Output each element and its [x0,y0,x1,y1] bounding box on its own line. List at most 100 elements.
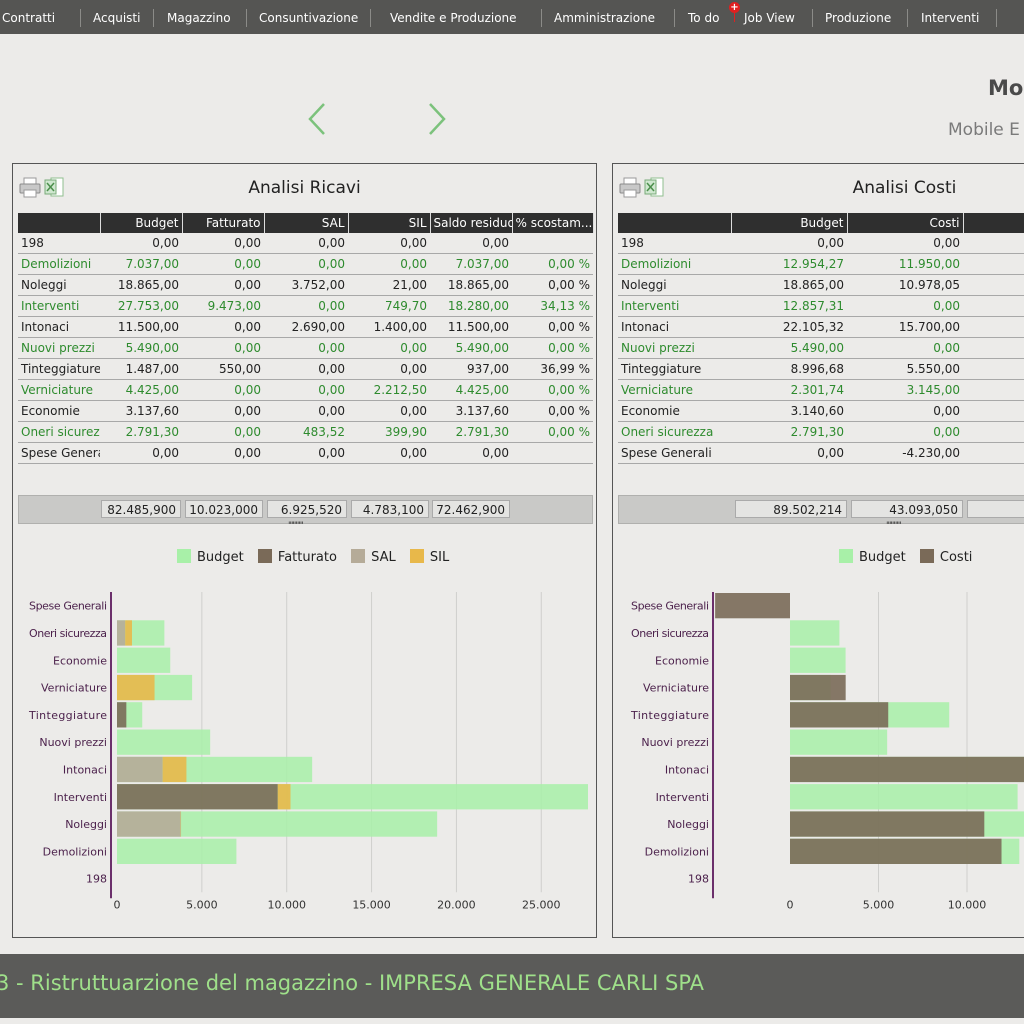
y-category-label: Nuovi prezzi [641,736,709,749]
table-row[interactable]: 198 0,00 0,00 [618,233,1024,254]
column-header[interactable]: Budget [731,213,848,233]
y-category-label: Oneri sicurezza [29,627,107,640]
nav-item-job-view[interactable]: Job View [744,11,795,25]
table-row[interactable]: Verniciature 4.425,00 0,00 0,00 2.212,50 4.42… [18,379,593,401]
table-row[interactable]: Noleggi 18.865,00 0,00 3.752,00 21,00 18.865,… [18,274,593,296]
legend-label: Costi [939,550,973,565]
excel-icon[interactable] [44,176,64,198]
column-header[interactable] [618,213,732,233]
x-tick-label: 0 [787,898,794,911]
nav-divider [541,9,542,27]
nav-item-todo[interactable]: To do [688,11,720,25]
nav-item-vendite-produzione[interactable]: Vendite e Produzione [390,11,517,25]
column-header[interactable]: % scostam... [512,213,594,233]
x-tick-label: 0 [114,898,121,911]
table-cell: 0,00 [264,358,348,380]
table-cell: 3.137,60 [430,400,512,422]
table-cell: Demolizioni [18,253,100,275]
nav-item-magazzino[interactable]: Magazzino [167,11,231,25]
table-cell: 0,00 [348,358,430,380]
table-row[interactable]: 198 0,00 0,00 0,00 0,00 0,00 [18,233,593,254]
column-header[interactable]: Fatturato [182,213,265,233]
table-cell: 0,00 [182,233,264,254]
table-cell: 22.105,32 [731,316,847,338]
resize-grip[interactable]: '''''''''' [886,521,902,531]
table-row[interactable]: Tinteggiature 8.996,68 5.550,00 [618,358,1024,380]
table-cell: 0,00 % [512,379,593,401]
table-row[interactable]: Verniciature 2.301,74 3.145,00 [618,379,1024,401]
table-cell: Verniciature [18,379,100,401]
nav-item-amministrazione[interactable]: Amministrazione [554,11,656,25]
bar-costi [790,674,846,701]
column-header[interactable]: Budget [100,213,183,233]
table-row[interactable]: Oneri sicurezza2.791,300,00483,52399,902… [18,421,593,443]
nav-item-produzione[interactable]: Produzione [825,11,892,25]
nav-item-contratti[interactable]: Contratti [2,11,56,25]
total-saldo: 46 [967,500,1024,518]
table-cell: 483,52 [264,421,348,443]
printer-icon[interactable] [19,176,41,198]
table-cell: 399,90 [348,421,430,443]
resize-grip[interactable]: '''''''''' [288,521,304,531]
nav-item-acquisti[interactable]: Acquisti [93,11,141,25]
table-cell: 0,00 [264,379,348,401]
table-row[interactable]: Demolizioni 7.037,00 0,00 0,00 0,00 7.037,00 0… [18,253,593,275]
column-header[interactable]: SIL [348,213,431,233]
table-cell: 0,00 [731,442,847,464]
table-cell [963,400,1024,422]
y-category-label: 198 [688,873,709,886]
table-header-row: Budget Fatturato SAL SIL Saldo residuo% scos… [18,213,594,233]
bar-fatturato [117,784,278,810]
table-cell: 0,00 [264,400,348,422]
x-tick-label: 20.000 [437,898,476,911]
nav-divider [674,9,675,27]
table-cell: 0,00 % [512,316,593,338]
x-tick-label: 15.000 [352,898,391,911]
table-cell: 2.212,50 [348,379,430,401]
column-header[interactable]: Saldo residuo [430,213,513,233]
column-header[interactable]: SAL [264,213,349,233]
chevron-left-icon[interactable] [306,102,330,136]
table-cell: 0,00 [264,233,348,254]
bar-budget [790,647,846,673]
table-cell: Intonaci [18,316,100,338]
footer-bar: 3 - Ristruttuarzione del magazzino - IMP… [0,954,1024,1018]
table-row[interactable]: Economie 3.140,60 0,00 [618,400,1024,422]
todo-badge: + [729,2,740,13]
table-cell: 937,00 [430,358,512,380]
printer-icon[interactable] [619,176,641,198]
table-cell: 0,00 % [512,274,593,296]
table-row[interactable]: Intonaci 11.500,00 0,00 2.690,00 1.400,00 11.… [18,316,593,338]
excel-icon[interactable] [644,176,664,198]
table-cell: 0,00 [182,379,264,401]
table-cell: 11.500,00 [100,316,182,338]
table-row[interactable]: Spese Generali 0,00 -4.230,00 [618,442,1024,464]
bar-costi [790,838,1002,864]
chevron-right-icon[interactable] [424,102,448,136]
table-row[interactable]: Nuovi prezzi 5.490,00 0,00 [618,337,1024,359]
table-cell: 9.473,00 [182,295,264,317]
table-row[interactable]: Oneri sicurezza 2.791,30 0,00 [618,421,1024,443]
table-cell: Oneri sicurezza [618,421,731,443]
column-header[interactable]: Costi [847,213,964,233]
table-row[interactable]: Tinteggiature 1.487,00 550,00 0,00 0,00 937,0… [18,358,593,380]
column-header[interactable]: Sald [963,213,1024,233]
table-cell: 749,70 [348,295,430,317]
table-cell: 0,00 [182,253,264,275]
table-row[interactable]: Intonaci 22.105,32 15.700,00 [618,316,1024,338]
bar-costi [790,811,985,837]
nav-item-interventi[interactable]: Interventi [921,11,980,25]
y-category-label: Economie [53,654,107,667]
bar-budget [790,729,888,755]
table-row[interactable]: Demolizioni 12.954,27 11.950,00 [618,253,1024,275]
page-subtitle: Mobile E [948,120,1020,140]
table-row[interactable]: Nuovi prezzi 5.490,00 0,00 0,00 0,00 5.490,00… [18,337,593,359]
table-row[interactable]: Economie 3.137,60 0,00 0,00 0,00 3.137,60 0,00… [18,400,593,422]
nav-divider [153,9,154,27]
table-row[interactable]: Noleggi 18.865,00 10.978,05 [618,274,1024,296]
table-row[interactable]: Interventi 27.753,00 9.473,00 0,00 749,70 18.… [18,295,593,317]
nav-item-consuntivazione[interactable]: Consuntivazione [259,11,359,25]
column-header[interactable] [18,213,101,233]
